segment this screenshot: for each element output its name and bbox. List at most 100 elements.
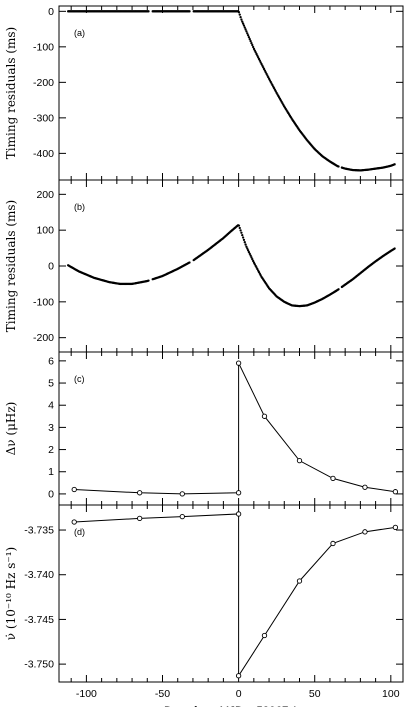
data-point <box>248 38 251 41</box>
data-point <box>241 236 245 239</box>
y-tick-label: 5 <box>48 378 54 390</box>
data-point <box>362 529 368 535</box>
data-point <box>248 252 251 256</box>
data-point <box>392 524 399 530</box>
data-point <box>250 41 253 45</box>
data-point <box>251 43 254 47</box>
y-axis-title: Timing residuals (ms) <box>4 27 18 159</box>
data-point <box>244 243 247 246</box>
panel-a: 0 -100 -200 -300 -400 (a) Timing residuals (ms… <box>4 5 404 181</box>
data-point <box>179 513 185 520</box>
y-tick-label: -100 <box>33 41 54 53</box>
data-point <box>252 259 255 263</box>
data-point <box>247 36 251 39</box>
data-point <box>235 490 242 496</box>
panel-d: -3.735 -3.740 -3.745 -3.750 (d) ν̇ (10⁻¹⁰ Hz … <box>4 504 404 707</box>
data-point <box>179 491 185 497</box>
data-point <box>242 238 246 241</box>
plot-frame <box>58 5 404 181</box>
data-point <box>239 229 242 232</box>
plot-frame <box>58 351 404 506</box>
data-point <box>245 245 248 248</box>
y-axis-title: ν̇ (10⁻¹⁰ Hz s⁻¹) <box>4 547 18 640</box>
series-line <box>74 513 396 678</box>
y-tick-label: 3 <box>48 422 54 434</box>
data-point <box>393 163 396 166</box>
y-tick-label: 0 <box>48 6 54 18</box>
data-point <box>71 486 77 493</box>
y-tick-label: 1 <box>48 466 54 478</box>
y-tick-label: -300 <box>33 112 54 124</box>
y-axis-title: Timing residuals (ms) <box>4 200 18 332</box>
y-tick-label: -200 <box>33 332 54 344</box>
plot-frame <box>58 179 404 353</box>
panel-label: (d) <box>74 527 85 537</box>
data-point <box>246 32 249 35</box>
y-tick-label: 0 <box>48 488 54 500</box>
plot-frame <box>58 504 404 683</box>
y-axis-title: Δν (μHz) <box>4 402 18 456</box>
data-point <box>237 224 241 227</box>
data-point <box>242 24 246 27</box>
data-point <box>261 413 268 419</box>
data-point <box>243 26 246 29</box>
y-tick-label: -3.745 <box>24 614 54 626</box>
data-point <box>188 10 191 13</box>
panel-c: 0 1 2 3 4 5 6 (c) Δν (μHz) <box>4 351 404 506</box>
data-point <box>238 226 241 230</box>
panel-label: (c) <box>74 374 85 384</box>
x-tick-label: 50 <box>309 688 321 700</box>
y-tick-label: -100 <box>33 296 54 308</box>
data-point <box>147 279 150 282</box>
data-point <box>238 13 241 16</box>
data-point <box>243 241 246 244</box>
data-point <box>337 288 340 291</box>
data-point <box>249 40 252 43</box>
data-point <box>188 261 191 264</box>
y-tick-label: -3.740 <box>24 569 54 581</box>
data-point <box>296 457 303 464</box>
x-tick-label: 0 <box>236 688 242 700</box>
y-tick-label: -3.735 <box>24 525 54 537</box>
data-point <box>249 254 252 257</box>
x-tick-label: -50 <box>155 688 170 700</box>
data-point <box>235 511 242 517</box>
data-point <box>296 578 303 584</box>
data-point <box>241 233 244 237</box>
data-point <box>252 45 255 49</box>
data-point <box>235 673 242 679</box>
y-tick-label: 0 <box>48 261 54 273</box>
data-point <box>244 28 247 31</box>
series-line <box>74 362 396 495</box>
data-point <box>245 30 248 33</box>
panel-label: (b) <box>74 202 85 212</box>
data-point <box>246 34 250 37</box>
y-tick-label: 100 <box>36 225 54 237</box>
data-point <box>240 231 243 234</box>
data-point <box>237 11 241 14</box>
y-tick-label: -3.750 <box>24 659 54 671</box>
data-point <box>250 256 253 259</box>
data-point <box>147 10 150 13</box>
data-point <box>246 247 249 250</box>
x-tick-label: -100 <box>76 688 97 700</box>
data-point <box>239 15 242 19</box>
panel-b: 200 100 0 -100 -200 (b) Timing residuals (ms) <box>4 179 404 353</box>
data-point <box>137 515 143 522</box>
data-point <box>251 258 254 261</box>
data-point <box>240 18 243 21</box>
y-tick-label: 200 <box>36 189 54 201</box>
panel-label: (a) <box>74 28 85 38</box>
data-point <box>330 540 336 547</box>
data-point <box>392 489 399 495</box>
data-point <box>241 20 244 23</box>
y-tick-label: 4 <box>48 400 54 412</box>
data-point <box>247 250 251 254</box>
data-point <box>362 484 368 490</box>
y-tick-label: 2 <box>48 444 54 456</box>
x-tick-label: 100 <box>382 688 400 700</box>
data-point <box>71 519 77 525</box>
data-point <box>241 22 245 25</box>
data-point <box>137 490 143 496</box>
y-tick-label: -200 <box>33 77 54 89</box>
